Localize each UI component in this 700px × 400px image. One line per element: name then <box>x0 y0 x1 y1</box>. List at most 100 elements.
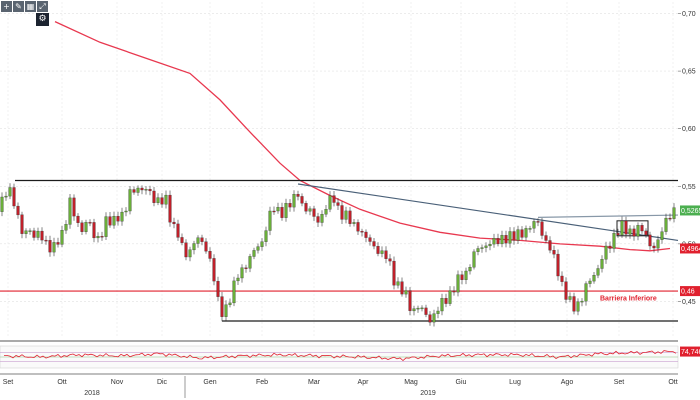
candle-body <box>616 233 620 236</box>
candle-body <box>652 245 656 249</box>
x-tick-label: Lug <box>509 379 521 386</box>
x-tick-label: Mag <box>404 379 418 386</box>
candle-body <box>620 220 624 236</box>
x-year-label: 2018 <box>84 390 100 397</box>
candle-body <box>600 259 604 269</box>
last-value-badge <box>680 286 700 297</box>
candle-body <box>648 234 652 247</box>
x-tick-label: Feb <box>256 379 268 386</box>
candle-body <box>272 210 276 213</box>
candle-body <box>564 281 568 300</box>
moving-average <box>54 21 671 252</box>
candle-body <box>96 236 100 239</box>
candle-body <box>368 237 372 242</box>
candle-body <box>608 245 612 249</box>
candle-body <box>292 194 296 208</box>
candle-body <box>504 235 508 244</box>
candle-body <box>276 207 280 212</box>
indicator-value-label: 74,746 <box>681 349 700 356</box>
candle-body <box>172 221 176 225</box>
candle-body <box>532 221 536 229</box>
candle-body <box>264 230 268 242</box>
y-tick-label: 0,65 <box>682 69 696 76</box>
candle-body <box>452 290 456 293</box>
candle-body <box>176 223 180 238</box>
candle-body <box>324 209 328 215</box>
candle-body <box>376 246 380 254</box>
candle-body <box>76 215 80 223</box>
candle-body <box>60 230 64 245</box>
candle-body <box>0 196 4 212</box>
price-candles <box>0 183 676 327</box>
pencil-icon[interactable]: ✎ <box>13 1 24 12</box>
candle-body <box>320 214 324 223</box>
candle-body <box>672 207 676 219</box>
candle-body <box>524 228 528 238</box>
x-tick-label: Dic <box>157 379 168 386</box>
grid-icon[interactable]: ▦ <box>25 1 36 12</box>
candle-body <box>132 189 136 193</box>
candle-body <box>64 224 68 231</box>
candle-body <box>572 296 576 312</box>
candle-body <box>84 222 88 232</box>
candle-body <box>44 239 48 242</box>
candle-body <box>192 243 196 251</box>
candle-body <box>404 290 408 295</box>
candle-body <box>340 205 344 220</box>
candle-body <box>636 225 640 237</box>
candle-body <box>88 222 92 224</box>
candle-body <box>640 225 644 232</box>
moving-average-line <box>54 21 671 252</box>
y-axis: 0,700,650,600,550,500,45 <box>678 11 696 306</box>
candle-body <box>336 202 340 206</box>
candle-body <box>212 258 216 282</box>
candle-body <box>24 230 28 234</box>
candle-body <box>144 189 148 191</box>
candle-body <box>396 281 400 286</box>
candle-body <box>568 296 572 300</box>
candle-body <box>424 307 428 315</box>
candle-body <box>280 207 284 218</box>
indicator-panel: 74,746 <box>0 345 700 369</box>
candle-body <box>28 230 32 232</box>
candle-body <box>468 267 472 272</box>
plus-icon[interactable]: + <box>1 1 12 12</box>
candle-body <box>80 222 84 232</box>
settings-icon[interactable]: ⚙ <box>36 13 49 26</box>
candle-body <box>248 256 252 269</box>
indicator-line <box>4 350 677 362</box>
candle-body <box>384 250 388 259</box>
candle-body <box>92 222 96 239</box>
candle-body <box>632 228 636 237</box>
candle-body <box>152 190 156 203</box>
candle-body <box>500 235 504 245</box>
x-tick-label: Mar <box>308 379 321 386</box>
candle-body <box>140 187 144 191</box>
candle-body <box>556 253 560 277</box>
x-tick-label: Gen <box>203 379 216 386</box>
x-tick-label: Set <box>3 379 14 386</box>
candle-body <box>348 210 352 224</box>
candle-body <box>400 281 404 295</box>
candle-body <box>68 197 72 225</box>
candle-body <box>112 216 116 226</box>
candle-body <box>168 194 172 223</box>
expand-icon[interactable]: ⤢ <box>37 1 48 12</box>
candle-body <box>40 230 44 241</box>
candle-body <box>588 280 592 284</box>
x-axis: Set Ott Nov Dic Gen Feb Mar Apr Mag Giu Lug Ago Set O… <box>0 373 678 398</box>
candle-body <box>188 249 192 258</box>
candle-body <box>208 251 212 259</box>
candle-body <box>32 230 36 238</box>
last-value-label: 0,5265 <box>681 208 700 215</box>
x-year-label: 2019 <box>420 390 436 397</box>
trend-line <box>297 183 679 242</box>
candle-body <box>148 189 152 192</box>
candle-body <box>576 301 580 312</box>
candle-body <box>492 238 496 245</box>
candle-body <box>220 296 224 317</box>
candle-body <box>548 240 552 251</box>
candle-body <box>668 217 672 220</box>
candle-body <box>428 314 432 323</box>
candle-body <box>488 244 492 247</box>
